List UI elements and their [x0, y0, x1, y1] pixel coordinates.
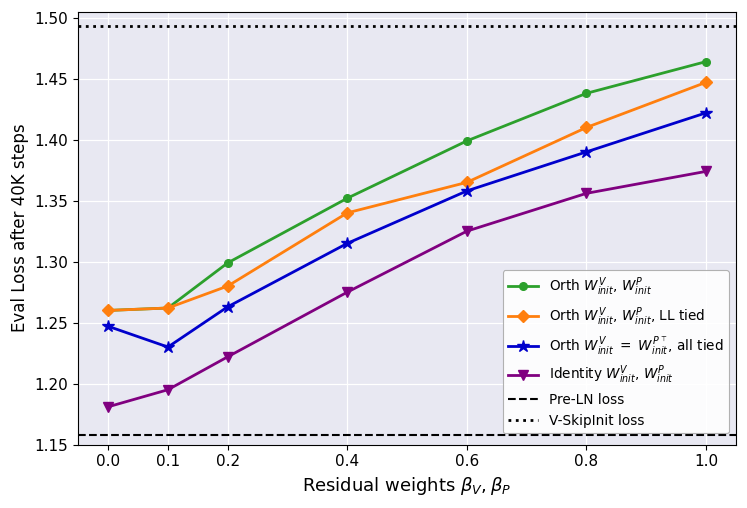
Orth $W^V_{init}$ $=$ $W^{P^\top}_{init}$, all tied — [223, 304, 232, 310]
Identity $W^V_{init}$, $W^P_{init}$ — [164, 387, 173, 393]
Orth $W^V_{init}$ $=$ $W^{P^\top}_{init}$, all tied — [462, 188, 471, 194]
Orth $W^V_{init}$ $=$ $W^{P^\top}_{init}$, all tied — [104, 323, 113, 329]
Line: Identity $W^V_{init}$, $W^P_{init}$: Identity $W^V_{init}$, $W^P_{init}$ — [103, 167, 711, 411]
Line: Orth $W^V_{init}$, $W^P_{init}$, LL tied: Orth $W^V_{init}$, $W^P_{init}$, LL tied — [104, 78, 710, 315]
Orth $W^V_{init}$, $W^P_{init}$, LL tied — [164, 305, 173, 311]
Orth $W^V_{init}$, $W^P_{init}$, LL tied — [462, 179, 471, 185]
Orth $W^V_{init}$ $=$ $W^{P^\top}_{init}$, all tied — [343, 240, 352, 246]
Orth $W^V_{init}$, $W^P_{init}$ — [462, 138, 471, 144]
Orth $W^V_{init}$, $W^P_{init}$, LL tied — [582, 124, 591, 131]
Orth $W^V_{init}$, $W^P_{init}$ — [104, 307, 113, 313]
Orth $W^V_{init}$, $W^P_{init}$, LL tied — [701, 79, 710, 85]
Legend: Orth $W^V_{init}$, $W^P_{init}$, Orth $W^V_{init}$, $W^P_{init}$, LL tied, Orth : Orth $W^V_{init}$, $W^P_{init}$, Orth $W… — [503, 270, 729, 433]
Line: Orth $W^V_{init}$ $=$ $W^{P^\top}_{init}$, all tied: Orth $W^V_{init}$ $=$ $W^{P^\top}_{init}… — [102, 107, 712, 353]
Orth $W^V_{init}$, $W^P_{init}$ — [343, 195, 352, 201]
Identity $W^V_{init}$, $W^P_{init}$ — [343, 289, 352, 295]
Orth $W^V_{init}$, $W^P_{init}$ — [164, 305, 173, 311]
Orth $W^V_{init}$, $W^P_{init}$ — [701, 58, 710, 65]
Orth $W^V_{init}$, $W^P_{init}$, LL tied — [223, 283, 232, 289]
Line: Orth $W^V_{init}$, $W^P_{init}$: Orth $W^V_{init}$, $W^P_{init}$ — [105, 58, 710, 314]
Orth $W^V_{init}$ $=$ $W^{P^\top}_{init}$, all tied — [582, 149, 591, 155]
Orth $W^V_{init}$, $W^P_{init}$, LL tied — [104, 307, 113, 313]
X-axis label: Residual weights $\beta_V, \beta_P$: Residual weights $\beta_V, \beta_P$ — [303, 475, 512, 497]
Identity $W^V_{init}$, $W^P_{init}$ — [701, 168, 710, 174]
Identity $W^V_{init}$, $W^P_{init}$ — [223, 354, 232, 360]
Orth $W^V_{init}$, $W^P_{init}$, LL tied — [343, 210, 352, 216]
Y-axis label: Eval Loss after 40K steps: Eval Loss after 40K steps — [11, 124, 29, 332]
Identity $W^V_{init}$, $W^P_{init}$ — [104, 404, 113, 410]
Identity $W^V_{init}$, $W^P_{init}$ — [582, 190, 591, 197]
Orth $W^V_{init}$, $W^P_{init}$ — [582, 90, 591, 97]
Orth $W^V_{init}$ $=$ $W^{P^\top}_{init}$, all tied — [701, 110, 710, 116]
Orth $W^V_{init}$ $=$ $W^{P^\top}_{init}$, all tied — [164, 344, 173, 350]
Orth $W^V_{init}$, $W^P_{init}$ — [223, 260, 232, 266]
Identity $W^V_{init}$, $W^P_{init}$ — [462, 228, 471, 234]
